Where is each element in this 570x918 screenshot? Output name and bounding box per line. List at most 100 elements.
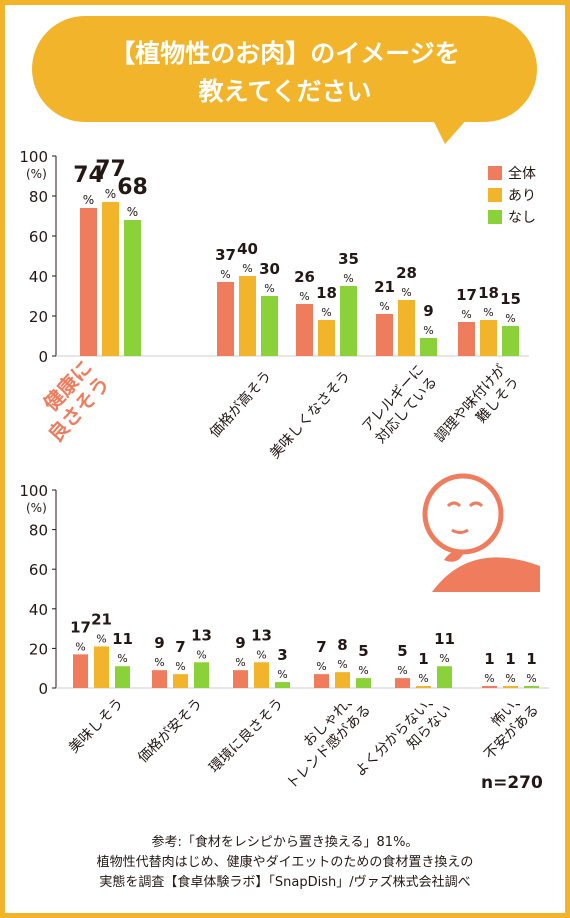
data-label: 35 [338,250,359,268]
bar-2-3-2 [356,678,371,688]
category-label-1-2: 美味しくなさそう [267,368,354,462]
bar-2-4-1 [416,686,431,688]
data-label-unit: % [256,648,266,661]
thinking-person-icon [422,473,540,592]
data-label: 21 [374,278,395,296]
bar-2-3-0 [314,674,329,688]
y-tick-label: 20 [29,308,48,326]
data-label: 7 [316,638,326,656]
bar-1-2-1 [318,320,335,356]
category-label-2-1: 価格が安そう [135,696,206,767]
footnote-line-1: 参考:「食材をレシピから置き換える」81%。 [152,834,419,850]
category-label-line: 美味しそう [66,696,127,757]
data-label: 40 [237,240,258,258]
bar-1-4-0 [458,322,475,356]
data-label: 9 [423,302,433,320]
data-label-unit: % [397,664,407,677]
data-label: 5 [397,642,407,660]
data-label-unit: % [401,286,411,299]
bar-2-5-0 [482,686,497,688]
bar-1-4-2 [502,326,519,356]
data-label: 15 [500,290,521,308]
data-label: 77 [95,157,126,182]
bar-2-0-0 [73,654,88,688]
y-tick-label: 0 [38,348,48,366]
legend-label-nashi: なし [508,210,536,226]
data-label: 74 [73,163,104,188]
data-label: 30 [259,260,280,278]
title-bubble [32,16,537,144]
data-label-unit: % [96,632,106,645]
category-label-2-2: 環境に良さそう [206,696,287,777]
data-label: 17 [456,286,477,304]
data-label: 18 [478,284,499,302]
data-label: 11 [434,630,455,648]
data-label: 13 [251,626,272,644]
category-label-2-5: 怖い、不安がある [468,688,542,762]
y-tick-label: 100 [19,482,48,500]
bar-2-2-2 [275,682,290,688]
bar-2-4-0 [395,678,410,688]
legend-swatch-ari [488,188,502,202]
legend-swatch-nashi [488,210,502,224]
data-label-unit: % [196,648,206,661]
category-label-line: 価格が安そう [135,696,206,767]
bar-1-3-1 [398,300,415,356]
data-label-unit: % [299,290,309,303]
data-label-unit: % [418,672,428,685]
data-label-unit: % [439,652,449,665]
bar-1-3-2 [420,338,437,356]
y-tick-label: 80 [29,522,48,540]
bar-2-1-0 [152,670,167,688]
y-tick-label: 100 [19,148,48,166]
bar-1-0-2 [124,220,141,356]
data-label-unit: % [175,660,185,673]
legend: 全体 あり なし [488,165,536,226]
data-label-unit: % [423,324,433,337]
bar-1-1-0 [217,282,234,356]
y-axis-unit: (%) [26,501,47,515]
y-axis-unit: (%) [26,167,47,181]
bar-1-0-0 [80,208,97,356]
y-tick-label: 60 [29,228,48,246]
title-line-2: 教えてください [198,77,371,106]
y-tick-label: 60 [29,561,48,579]
category-label-line: 美味しくなさそう [267,368,354,462]
data-label-unit: % [117,652,127,665]
bar-2-5-1 [503,686,518,688]
data-label-unit: % [105,187,116,201]
data-label-unit: % [505,312,515,325]
data-label-unit: % [337,658,347,671]
data-label-unit: % [75,640,85,653]
category-label-2-4: よく分からない、知らない [352,689,455,792]
legend-swatch-all [488,166,502,180]
category-label-1-0: 健康に良さそう [25,355,114,447]
data-label-unit: % [83,193,94,207]
title-line-1: 【植物性のお肉】のイメージを [110,39,460,68]
data-label: 37 [215,246,236,264]
category-label-1-4: 調理や味付けが難しそう [432,362,523,458]
data-label-unit: % [484,672,494,685]
y-tick-label: 40 [29,601,48,619]
sample-size: n=270 [481,773,543,793]
data-label-unit: % [154,656,164,669]
y-tick-label: 0 [38,680,48,698]
bar-1-2-0 [296,304,313,356]
data-label: 3 [277,646,287,664]
data-label-unit: % [379,300,389,313]
data-label-unit: % [321,306,331,319]
data-label: 18 [316,284,337,302]
category-label-1-3: アレルギーに対応している [359,362,440,447]
category-label-2-0: 美味しそう [66,696,127,757]
legend-label-all: 全体 [508,165,536,182]
data-label-unit: % [343,272,353,285]
data-label: 11 [112,630,133,648]
data-label-unit: % [264,282,274,295]
data-label-unit: % [505,672,515,685]
bar-2-1-2 [194,662,209,688]
data-label: 8 [337,636,347,654]
